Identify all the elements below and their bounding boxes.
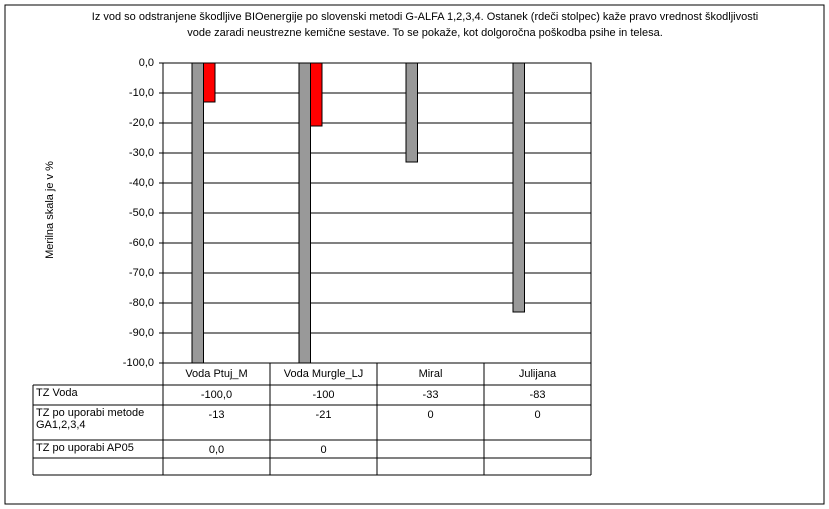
data-label: 0 <box>427 409 433 421</box>
bar <box>191 62 204 364</box>
row-label-box: TZ Voda <box>36 387 78 399</box>
data-label: -83 <box>530 389 546 401</box>
bar <box>405 62 418 163</box>
data-label: -100 <box>312 389 334 401</box>
y-tick-label: -80,0 <box>129 297 154 309</box>
x-tick-label: Voda Murgle_LJ <box>284 368 364 380</box>
y-tick-label: -30,0 <box>129 147 154 159</box>
data-label: 0,0 <box>209 444 224 456</box>
x-tick-label: Voda Ptuj_M <box>185 368 247 380</box>
x-tick-label: Miral <box>419 368 443 380</box>
y-tick-label: -20,0 <box>129 117 154 129</box>
y-tick-label: -40,0 <box>129 177 154 189</box>
bar <box>310 62 323 127</box>
data-label: 0 <box>320 444 326 456</box>
bar <box>512 62 525 313</box>
y-tick-label: -50,0 <box>129 207 154 219</box>
row-label-box: TZ po uporabi AP05 <box>36 442 134 454</box>
data-label: 0 <box>534 409 540 421</box>
y-tick-label: -70,0 <box>129 267 154 279</box>
legend-label: TZ po uporabi metode GA1,2,3,4 <box>36 407 145 431</box>
legend-label: TZ Voda <box>36 387 78 399</box>
row-label-box: TZ po uporabi metode GA1,2,3,4 <box>36 407 145 431</box>
y-tick-label: 0,0 <box>139 57 154 69</box>
data-label: -100,0 <box>201 389 232 401</box>
legend-label: TZ po uporabi AP05 <box>36 442 134 454</box>
y-axis-title: Merilna skala je v % <box>44 161 56 259</box>
y-tick-label: -10,0 <box>129 87 154 99</box>
data-label: -21 <box>316 409 332 421</box>
y-tick-label: -60,0 <box>129 237 154 249</box>
bar <box>298 62 311 364</box>
data-label: -13 <box>209 409 225 421</box>
y-tick-label: -90,0 <box>129 327 154 339</box>
data-label: -33 <box>423 389 439 401</box>
chart-title: Iz vod so odstranjene škodljive BIOenerg… <box>91 11 759 39</box>
y-tick-label: -100,0 <box>123 357 154 369</box>
bar <box>203 62 216 103</box>
x-tick-label: Julijana <box>519 368 557 380</box>
